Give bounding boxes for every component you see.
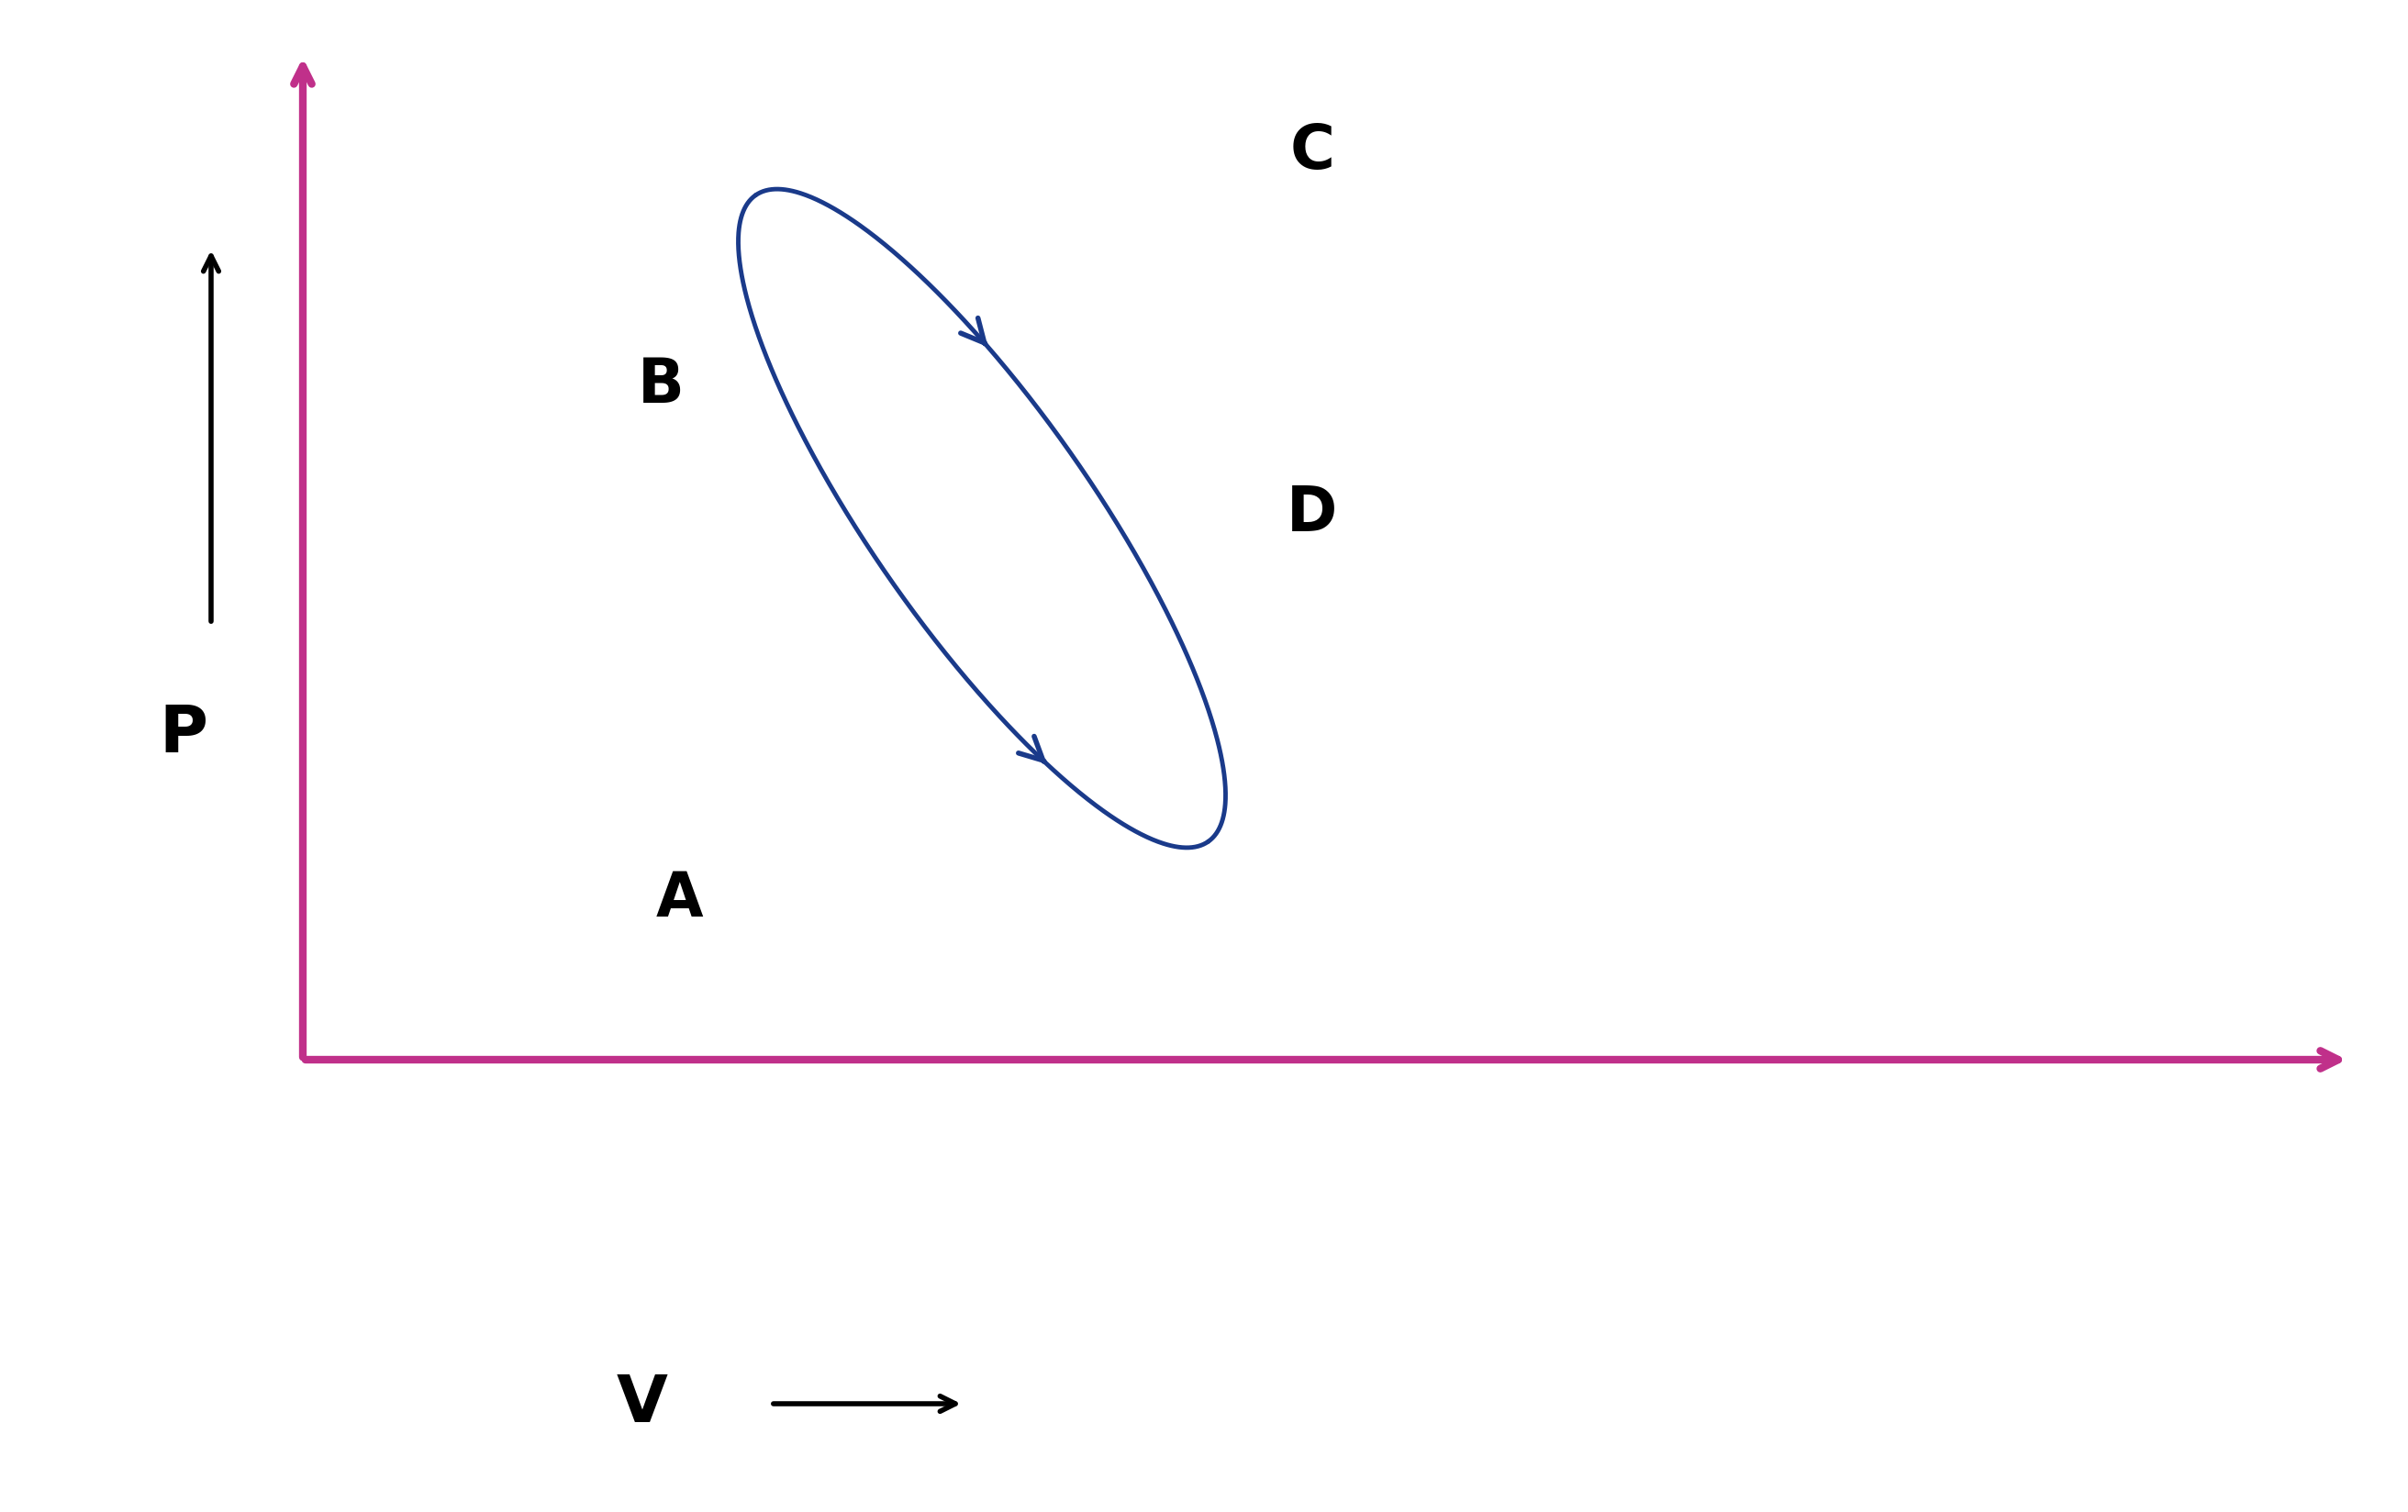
Text: C: C [1291,121,1334,181]
Text: B: B [638,355,684,416]
Text: V: V [616,1371,667,1435]
Text: P: P [159,703,207,765]
Text: D: D [1286,484,1339,544]
Text: A: A [655,869,703,930]
